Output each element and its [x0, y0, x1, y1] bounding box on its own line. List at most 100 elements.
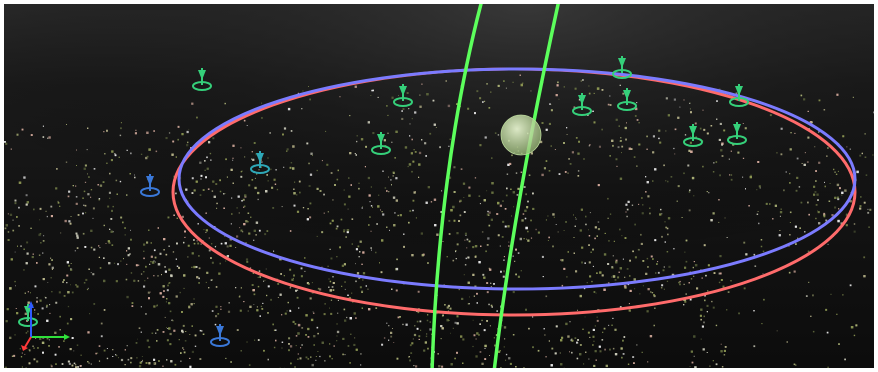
- cloud-point: [84, 204, 87, 207]
- cloud-point: [601, 274, 604, 277]
- cloud-point: [621, 152, 622, 154]
- cloud-point: [646, 257, 649, 260]
- cloud-point: [166, 327, 167, 329]
- cloud-point: [72, 185, 74, 187]
- yaw-ring[interactable]: [177, 67, 857, 291]
- camera-pin-icon[interactable]: [210, 324, 230, 347]
- cloud-point: [255, 234, 257, 236]
- cloud-point: [622, 258, 624, 260]
- cloud-point: [715, 363, 718, 366]
- camera-head: [578, 95, 586, 105]
- cloud-point: [67, 195, 70, 198]
- cloud-point: [315, 359, 317, 361]
- cloud-point: [253, 293, 256, 296]
- cloud-point: [27, 330, 29, 333]
- cloud-point: [598, 145, 601, 148]
- cloud-point: [785, 171, 787, 173]
- cloud-point: [188, 305, 190, 308]
- cloud-point: [684, 300, 687, 303]
- cloud-point: [585, 223, 587, 226]
- camera-pin-icon[interactable]: [192, 68, 212, 91]
- camera-pin-icon[interactable]: [612, 56, 632, 79]
- cloud-point: [139, 361, 142, 364]
- cloud-point: [307, 327, 310, 331]
- cloud-point: [392, 196, 396, 199]
- cloud-point: [602, 331, 604, 333]
- camera-pin-icon[interactable]: [140, 174, 160, 197]
- cloud-point: [355, 154, 357, 156]
- cloud-point: [504, 338, 506, 340]
- cloud-point: [825, 308, 828, 311]
- cloud-point: [722, 285, 725, 288]
- cloud-point: [153, 362, 155, 364]
- camera-pin-icon[interactable]: [729, 84, 749, 107]
- pivot-sphere[interactable]: [500, 114, 542, 156]
- cloud-point: [321, 341, 324, 344]
- cloud-point: [87, 331, 90, 334]
- cloud-point: [666, 251, 669, 253]
- cloud-point: [168, 327, 171, 330]
- cloud-point: [281, 341, 284, 343]
- cloud-point: [815, 170, 817, 172]
- cloud-point: [220, 308, 222, 310]
- camera-pin-icon[interactable]: [250, 151, 270, 174]
- cloud-point: [720, 279, 723, 281]
- cloud-point: [642, 285, 644, 287]
- cloud-point: [411, 342, 414, 345]
- cloud-point: [796, 176, 799, 179]
- camera-pin-icon[interactable]: [572, 93, 592, 116]
- cloud-point: [520, 171, 523, 173]
- cloud-point: [679, 280, 681, 283]
- cloud-point: [575, 137, 578, 139]
- camera-pin-icon[interactable]: [393, 84, 413, 107]
- camera-pin-icon[interactable]: [727, 122, 747, 145]
- camera-pin-icon[interactable]: [683, 124, 703, 147]
- cloud-point: [391, 141, 393, 143]
- cloud-point: [90, 229, 93, 232]
- cloud-point: [280, 273, 282, 275]
- cloud-point: [645, 191, 647, 193]
- cloud-point: [548, 122, 551, 125]
- roll-ring-right-arc[interactable]: [492, 4, 560, 368]
- camera-pin-icon[interactable]: [371, 132, 391, 155]
- cloud-point: [92, 273, 95, 276]
- cloud-point: [181, 133, 184, 136]
- cloud-point: [225, 260, 227, 262]
- cloud-point: [694, 264, 698, 267]
- cloud-point: [71, 291, 74, 294]
- cloud-point: [713, 272, 716, 274]
- cloud-point: [321, 160, 323, 162]
- cloud-point: [511, 154, 513, 157]
- cloud-point: [361, 263, 363, 265]
- cloud-point: [126, 295, 129, 299]
- cloud-point: [208, 237, 210, 239]
- cloud-point: [130, 238, 132, 241]
- cloud-point: [429, 132, 432, 135]
- cloud-point: [208, 249, 211, 252]
- cloud-point: [417, 311, 420, 314]
- cloud-point: [51, 268, 53, 270]
- camera-pin-icon[interactable]: [617, 88, 637, 111]
- cloud-point: [33, 358, 36, 361]
- cloud-point: [743, 241, 746, 244]
- cloud-point: [296, 296, 299, 299]
- cloud-point: [324, 303, 326, 305]
- scene-canvas[interactable]: [4, 4, 874, 368]
- cloud-point: [308, 283, 310, 285]
- cloud-point: [683, 304, 685, 306]
- cloud-point: [311, 363, 314, 367]
- cloud-point: [340, 218, 343, 221]
- cloud-point: [361, 207, 363, 209]
- cloud-point: [298, 307, 300, 309]
- roll-ring-left-arc[interactable]: [430, 4, 483, 368]
- cloud-point: [634, 107, 638, 111]
- cloud-point: [290, 362, 292, 365]
- 3d-viewport[interactable]: [4, 4, 874, 368]
- cloud-point: [859, 154, 862, 157]
- cloud-point: [143, 257, 145, 260]
- cloud-point: [663, 266, 665, 268]
- cloud-point: [376, 223, 378, 225]
- cloud-point: [239, 309, 242, 312]
- cloud-point: [126, 250, 128, 252]
- cloud-point: [835, 173, 838, 175]
